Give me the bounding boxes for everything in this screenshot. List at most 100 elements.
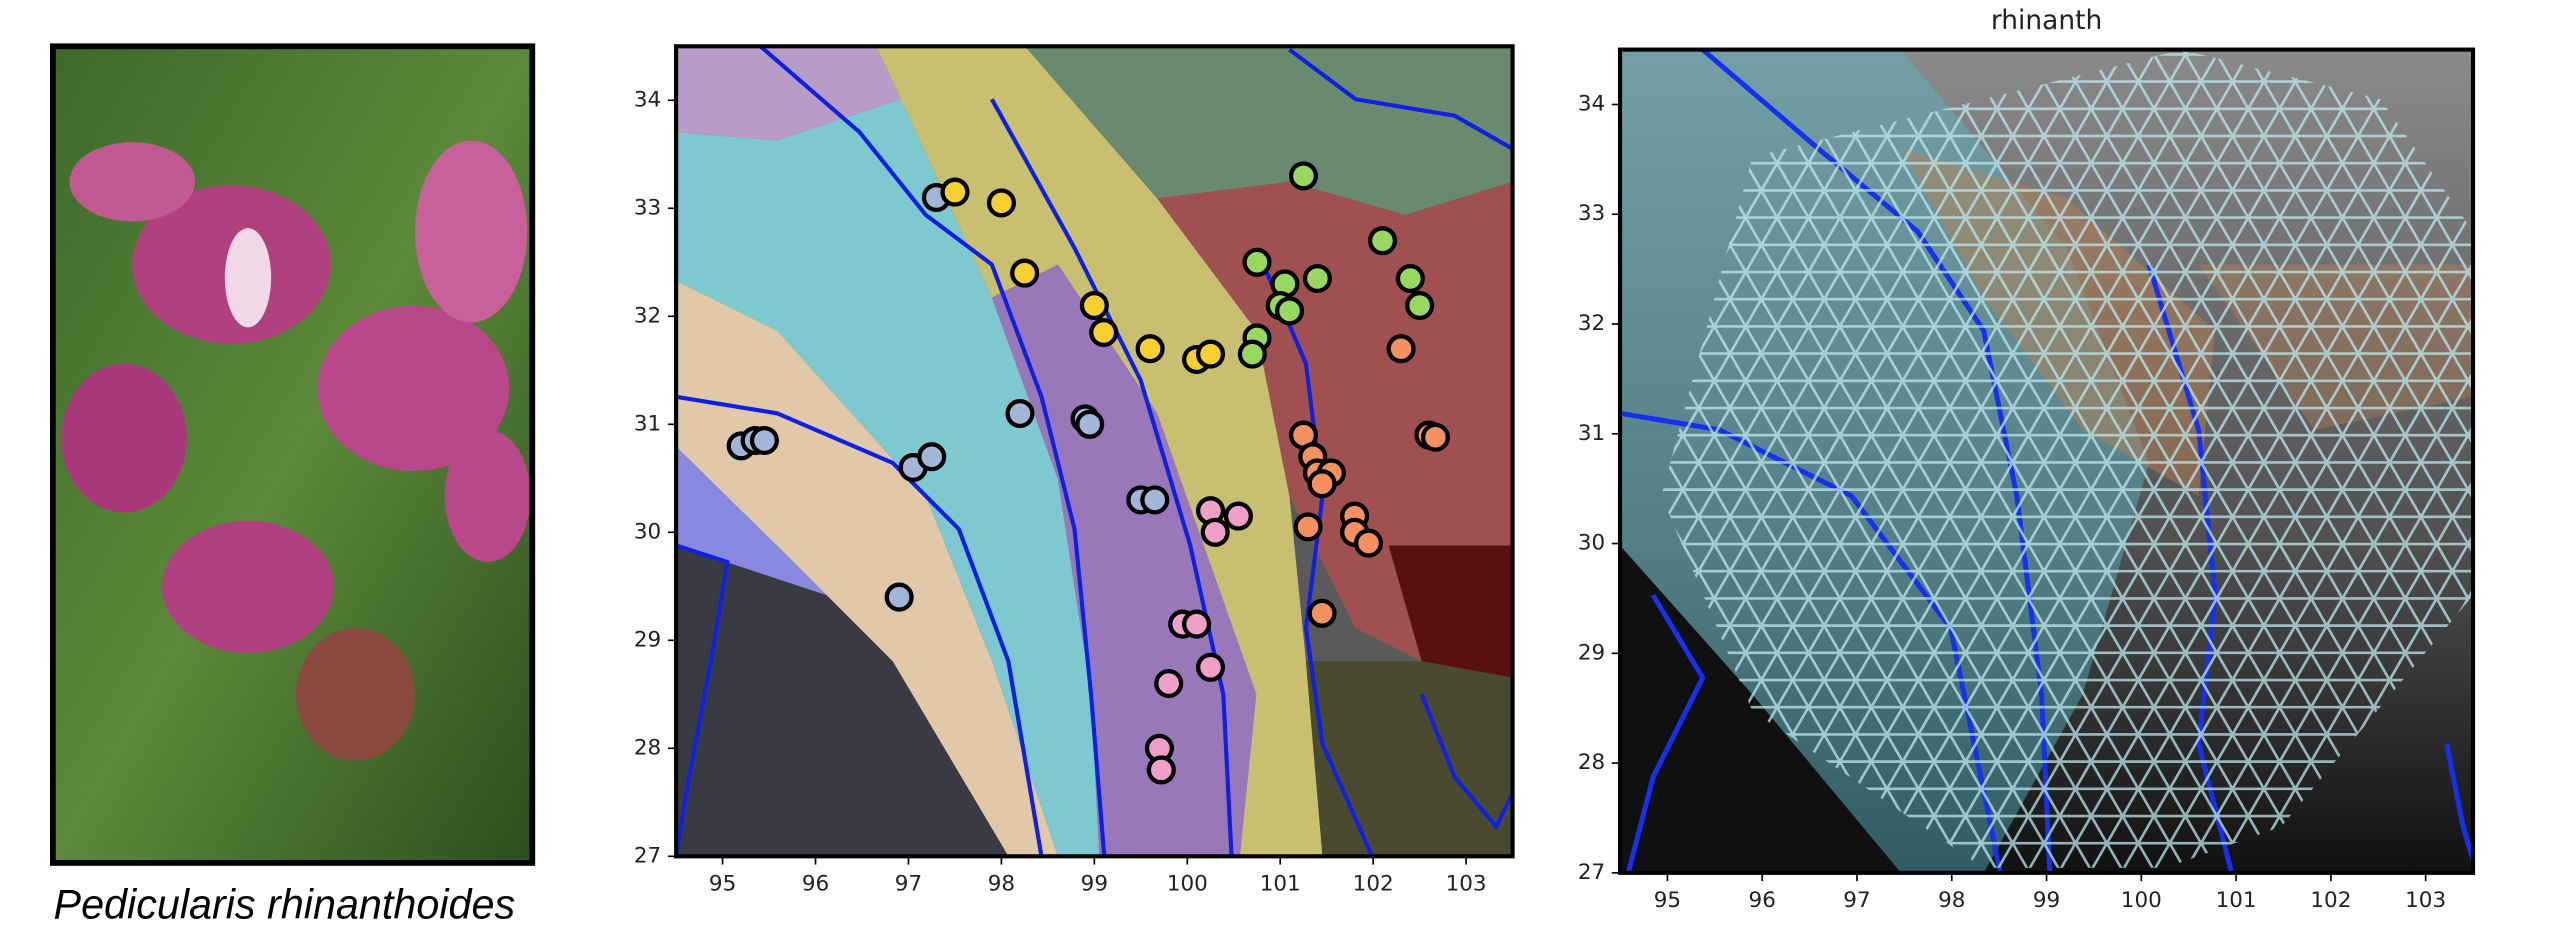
y-tick-label: 34 [1578, 91, 1605, 116]
region [676, 281, 1058, 857]
sample-point [1223, 501, 1253, 531]
y-tick-label: 27 [634, 843, 661, 868]
grid-edge [2114, 49, 2474, 868]
sample-point [884, 582, 914, 612]
sample-point [1154, 668, 1184, 699]
x-tick-label: 97 [1843, 888, 1870, 913]
x-tick-label: 102 [1353, 871, 1394, 896]
sample-point [1395, 263, 1425, 294]
grid-edge [2459, 49, 2474, 868]
region [991, 264, 1257, 857]
grid-edge [1661, 49, 2069, 868]
sample-point [1200, 517, 1230, 547]
photo-frame [50, 43, 536, 866]
grid-edge [1661, 49, 2061, 868]
x-tick-label: 96 [1749, 888, 1776, 913]
grid-edge [2499, 0, 2559, 945]
y-tick-label: 33 [634, 195, 661, 220]
basemap [676, 46, 1513, 857]
x-tick-label: 100 [2121, 888, 2162, 913]
sample-point [1195, 652, 1226, 682]
grid-edge [1925, 49, 2474, 868]
grid-edge [1661, 49, 1936, 868]
y-tick-label: 32 [1578, 311, 1605, 336]
grid-edge [1661, 49, 2030, 868]
sample-point [749, 425, 779, 456]
grid-edge [2215, 49, 2474, 868]
sample-point [1140, 485, 1170, 515]
x-tick-label: 102 [2310, 888, 2351, 913]
grid-edge [2278, 49, 2474, 868]
sample-point [1079, 290, 1109, 321]
x-tick-label: 98 [1938, 888, 1965, 913]
sample-point [1005, 398, 1035, 429]
petal [414, 140, 528, 323]
photo [50, 43, 536, 866]
river [1625, 593, 1706, 873]
x-tick-label: 97 [895, 871, 922, 896]
river [2444, 743, 2474, 861]
x-tick-label: 101 [1260, 871, 1301, 896]
region [676, 545, 1009, 857]
grid-edge [1661, 49, 2124, 868]
grid-edge [1831, 49, 2407, 868]
petal [295, 628, 415, 761]
grid-edge [1681, 49, 2257, 868]
sample-point [1242, 247, 1272, 277]
y-tick-label: 28 [634, 735, 661, 760]
y-tick-label: 34 [634, 87, 661, 112]
x-tick-label: 95 [709, 871, 736, 896]
grid-edge [2058, 49, 2474, 868]
y-tick-label: 30 [1578, 531, 1605, 556]
x-tick-label: 98 [988, 871, 1015, 896]
sample-point [1075, 409, 1105, 439]
sample-point [1135, 334, 1165, 364]
sample-point [1307, 598, 1337, 628]
grid-edge [2145, 49, 2474, 868]
sample-point [1353, 528, 1384, 558]
sample-point [1288, 161, 1319, 191]
sample-point [1420, 422, 1450, 452]
grid-edge [1661, 49, 2100, 868]
sample-point [917, 442, 947, 472]
sample-point [1274, 296, 1305, 326]
sample-point [1195, 339, 1226, 369]
sample-point [940, 177, 970, 207]
river [990, 98, 1234, 857]
sample-point [1237, 339, 1267, 369]
y-tick-label: 33 [1578, 201, 1605, 226]
rivers [676, 46, 1513, 857]
x-tick-label: 95 [1654, 888, 1681, 913]
x-tick-label: 103 [1446, 871, 1487, 896]
sample-point [1405, 290, 1435, 321]
river [676, 543, 730, 857]
sample-point [1182, 609, 1212, 639]
species-caption: Pedicularis rhinanthoides [54, 881, 516, 927]
y-tick-label: 27 [1578, 860, 1605, 885]
region [1305, 661, 1513, 857]
grid-edge [2247, 49, 2474, 868]
grid-edge [1661, 49, 2132, 868]
grid-edge [1894, 49, 2470, 868]
grid-edge [1775, 49, 2351, 868]
sample-point [1307, 469, 1337, 499]
petal-center [224, 228, 272, 328]
grid-edge [1661, 49, 1967, 868]
petal [69, 142, 196, 222]
grid-edge [1661, 49, 1904, 868]
petal [61, 363, 187, 513]
petal [444, 429, 531, 563]
petal [317, 305, 510, 472]
river [1254, 247, 1374, 857]
grid-edge [2019, 49, 2474, 868]
grid-edge [2051, 49, 2474, 868]
y-tick-label: 31 [634, 411, 661, 436]
y-tick-label: 31 [1578, 421, 1605, 446]
grid-edge [2555, 0, 2559, 945]
grid-edge [2524, 0, 2559, 945]
grid-edge [1744, 49, 2320, 868]
x-tick-label: 99 [2033, 888, 2060, 913]
